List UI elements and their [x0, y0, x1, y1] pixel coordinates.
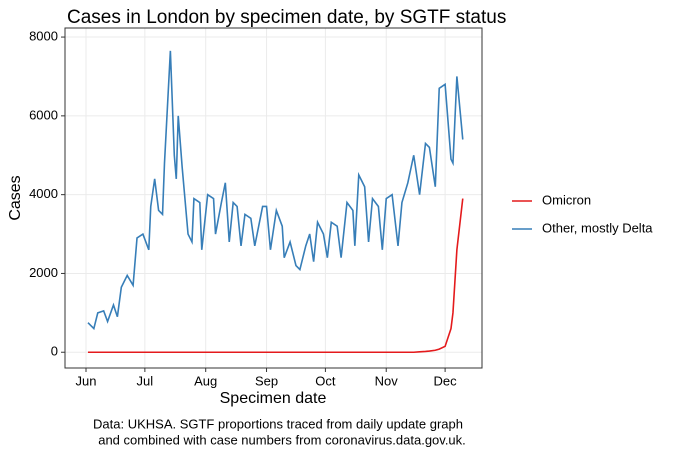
legend-label: Omicron	[542, 192, 591, 207]
y-tick-label: 2000	[29, 265, 58, 280]
x-tick-label: Oct	[315, 373, 336, 388]
x-axis-label: Specimen date	[220, 390, 327, 407]
y-tick-label: 4000	[29, 186, 58, 201]
x-tick-label: Nov	[375, 373, 399, 388]
series-line	[87, 198, 464, 354]
caption: and combined with case numbers from coro…	[98, 432, 466, 447]
plot-area	[64, 27, 483, 369]
x-tick-label: Jun	[76, 373, 97, 388]
plot-border	[64, 27, 483, 369]
x-tick-label: Jul	[137, 373, 154, 388]
x-tick-label: Sep	[255, 373, 278, 388]
legend-label: Other, mostly Delta	[542, 220, 653, 235]
y-tick-label: 0	[51, 344, 58, 359]
series-line	[87, 50, 464, 331]
x-tick-label: Dec	[434, 373, 458, 388]
x-tick-label: Aug	[194, 373, 217, 388]
y-tick-label: 8000	[29, 28, 58, 43]
y-axis-label: Cases	[7, 175, 24, 220]
chart-title: Cases in London by specimen date, by SGT…	[67, 7, 506, 28]
caption: Data: UKHSA. SGTF proportions traced fro…	[93, 416, 463, 431]
y-tick-label: 6000	[29, 107, 58, 122]
